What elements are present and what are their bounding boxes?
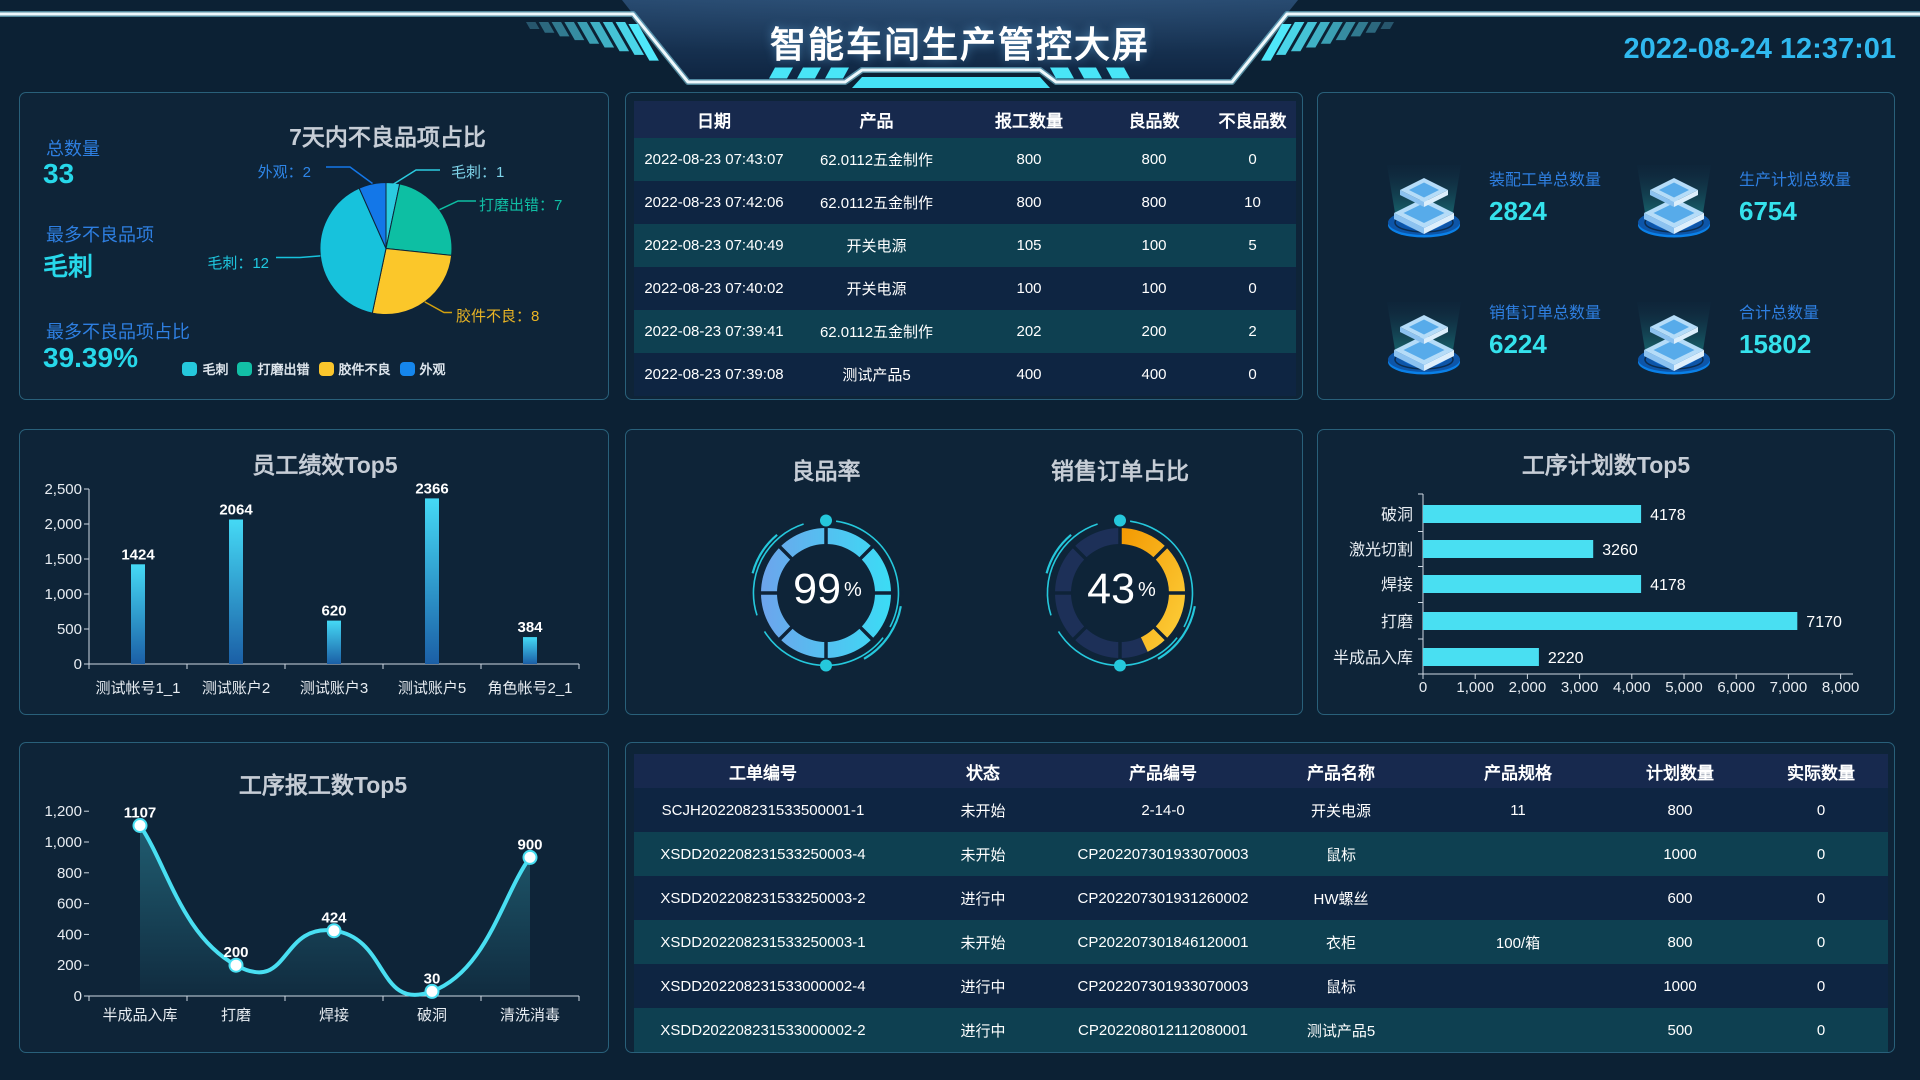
svg-text:测试帐号1_1: 测试帐号1_1 [95,680,180,697]
svg-text:424: 424 [321,910,347,927]
svg-text:1,000: 1,000 [44,586,82,603]
svg-text:0: 0 [74,656,82,673]
svg-text:6,000: 6,000 [1717,679,1755,696]
svg-text:破洞: 破洞 [1381,506,1413,524]
svg-text:99: 99 [793,565,841,613]
svg-text:0: 0 [1419,679,1427,696]
svg-text:%: % [844,579,862,601]
svg-text:外观：2: 外观：2 [258,164,311,181]
svg-text:200: 200 [57,957,82,974]
svg-text:破洞: 破洞 [417,1007,447,1024]
svg-text:焊接: 焊接 [319,1007,349,1024]
svg-text:1,200: 1,200 [44,803,82,820]
svg-text:4,000: 4,000 [1613,679,1651,696]
svg-text:打磨: 打磨 [221,1007,251,1024]
svg-text:胶件不良：8: 胶件不良：8 [456,308,539,325]
svg-text:打磨出错：7: 打磨出错：7 [479,197,562,214]
svg-text:400: 400 [57,926,82,943]
svg-text:1,000: 1,000 [44,834,82,851]
svg-text:3260: 3260 [1602,542,1638,559]
svg-text:半成品入库: 半成品入库 [102,1007,177,1024]
svg-text:毛刺：1: 毛刺：1 [451,164,504,181]
svg-text:384: 384 [517,619,543,636]
svg-text:测试账户5: 测试账户5 [398,680,466,697]
svg-text:5,000: 5,000 [1665,679,1703,696]
svg-text:7170: 7170 [1806,614,1842,631]
svg-text:半成品入库: 半成品入库 [1333,649,1413,667]
svg-text:2366: 2366 [415,480,448,497]
svg-text:2064: 2064 [219,502,253,519]
svg-text:1,500: 1,500 [44,551,82,568]
svg-text:1107: 1107 [124,805,157,822]
svg-text:测试账户2: 测试账户2 [202,680,270,697]
svg-text:焊接: 焊接 [1381,576,1413,594]
svg-text:测试账户3: 测试账户3 [300,680,368,697]
svg-text:0: 0 [74,988,82,1005]
svg-text:7,000: 7,000 [1770,679,1808,696]
svg-text:43: 43 [1087,565,1135,613]
svg-text:1,000: 1,000 [1456,679,1494,696]
svg-text:2,000: 2,000 [1509,679,1547,696]
svg-text:620: 620 [321,603,346,620]
svg-text:200: 200 [223,944,248,961]
svg-text:8,000: 8,000 [1822,679,1860,696]
svg-text:900: 900 [517,836,542,853]
svg-text:2,500: 2,500 [44,481,82,498]
svg-text:4178: 4178 [1650,577,1686,594]
svg-text:30: 30 [424,970,441,987]
svg-text:清洗消毒: 清洗消毒 [500,1007,560,1024]
svg-text:毛刺：12: 毛刺：12 [207,255,269,272]
svg-text:%: % [1138,579,1156,601]
svg-text:500: 500 [57,621,82,638]
svg-text:角色帐号2_1: 角色帐号2_1 [487,680,572,697]
svg-text:打磨: 打磨 [1381,613,1413,631]
svg-text:2220: 2220 [1548,650,1584,667]
svg-text:激光切割: 激光切割 [1349,541,1413,559]
svg-text:4178: 4178 [1650,507,1686,524]
svg-text:3,000: 3,000 [1561,679,1599,696]
svg-text:600: 600 [57,896,82,913]
svg-text:1424: 1424 [121,546,155,563]
svg-text:800: 800 [57,865,82,882]
svg-text:2,000: 2,000 [44,516,82,533]
